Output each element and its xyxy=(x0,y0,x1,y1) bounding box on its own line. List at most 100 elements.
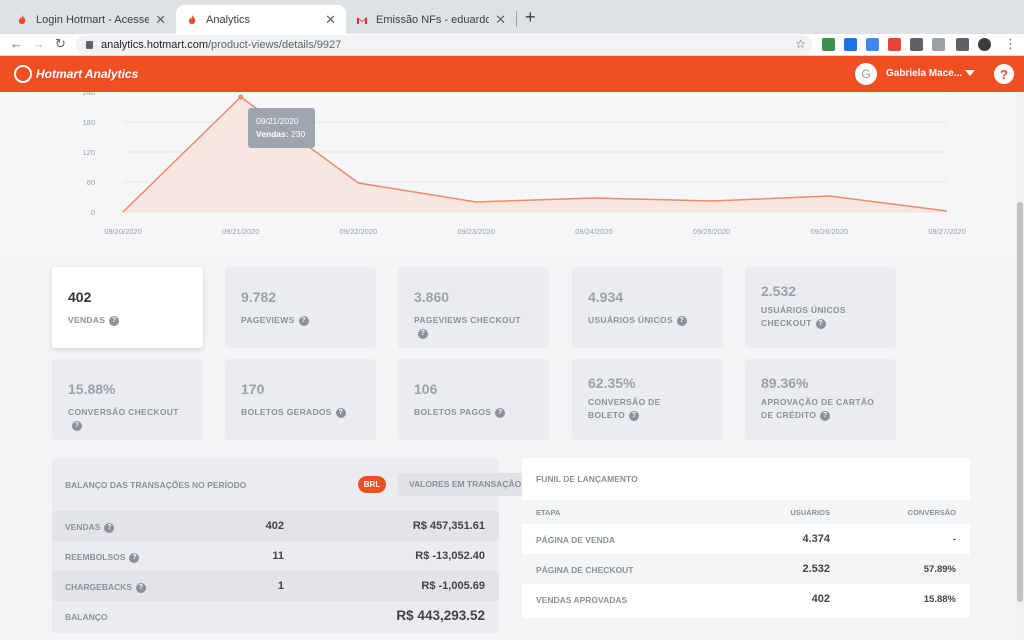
close-tab-icon[interactable]: ✕ xyxy=(325,11,336,27)
metric-card-usuarios-unicos-checkout[interactable]: 2.532 USUÁRIOS ÚNICOS CHECKOUT? xyxy=(745,267,896,348)
row-label: VENDAS xyxy=(65,522,101,532)
browser-menu-icon[interactable]: ⋮ xyxy=(1004,36,1017,51)
tooltip-value: 230 xyxy=(290,129,306,139)
metric-label: VENDAS xyxy=(68,315,106,325)
metric-label: USUÁRIOS ÚNICOS xyxy=(588,315,673,325)
metric-card-usuarios-unicos[interactable]: 4.934 USUÁRIOS ÚNICOS? xyxy=(572,267,723,348)
metric-value: 9.782 xyxy=(241,289,277,305)
metric-card-pageviews[interactable]: 9.782 PAGEVIEWS? xyxy=(225,267,376,348)
metric-card-conversao-checkout[interactable]: 15.88% CONVERSÃO CHECKOUT? xyxy=(52,359,203,440)
metric-label: CONVERSÃO CHECKOUT xyxy=(68,407,179,417)
metric-card-vendas[interactable]: 402 VENDAS? xyxy=(52,267,203,348)
chevron-down-icon[interactable] xyxy=(965,70,975,76)
metric-value: 89.36% xyxy=(761,375,809,391)
y-tick-label: 180 xyxy=(82,118,95,127)
help-circle-icon[interactable]: ? xyxy=(104,522,115,533)
x-tick-label: 09/27/2020 xyxy=(928,227,966,236)
extension-icon[interactable] xyxy=(866,38,879,51)
help-circle-icon[interactable]: ? xyxy=(629,410,640,421)
tab-separator xyxy=(516,11,517,27)
metric-label: BOLETOS GERADOS xyxy=(241,407,332,417)
data-point xyxy=(238,94,244,100)
funnel-row: PÁGINA DE CHECKOUT 2.532 57.89% xyxy=(522,554,970,584)
metric-card-aprovacao-cartao[interactable]: 89.36% APROVAÇÃO DE CARTÃO DE CRÉDITO? xyxy=(745,359,896,440)
help-circle-icon[interactable]: ? xyxy=(129,552,140,563)
extension-icon[interactable] xyxy=(932,38,945,51)
app-logo-text[interactable]: Hotmart Analytics xyxy=(36,67,139,81)
chart-tooltip: 09/21/2020 Vendas: 230 xyxy=(248,108,315,148)
help-circle-icon[interactable]: ? xyxy=(820,410,831,421)
stage-users: 402 xyxy=(811,593,830,605)
header-stage: ETAPA xyxy=(536,508,561,517)
row-amount: R$ 457,351.61 xyxy=(412,520,485,532)
puzzle-icon[interactable] xyxy=(956,38,969,51)
row-label: CHARGEBACKS xyxy=(65,582,133,592)
address-bar[interactable]: analytics.hotmart.com/product-views/deta… xyxy=(76,35,812,55)
url-path: /product-views/details/9927 xyxy=(207,39,342,51)
help-circle-icon[interactable]: ? xyxy=(298,315,309,326)
help-circle-icon[interactable]: ? xyxy=(136,582,147,593)
bookmark-star-icon[interactable]: ☆ xyxy=(795,37,806,51)
help-circle-icon[interactable]: ? xyxy=(815,318,826,329)
y-tick-label: 120 xyxy=(82,148,95,157)
metric-card-boletos-pagos[interactable]: 106 BOLETOS PAGOS? xyxy=(398,359,549,440)
stage-users: 4.374 xyxy=(802,533,830,545)
help-circle-icon[interactable]: ? xyxy=(335,407,346,418)
funnel-row: PÁGINA DE VENDA 4.374 - xyxy=(522,524,970,554)
row-amount: R$ -1,005.69 xyxy=(421,580,485,592)
extension-icon[interactable] xyxy=(844,38,857,51)
close-tab-icon[interactable]: ✕ xyxy=(155,11,166,27)
page-scrollbar[interactable] xyxy=(1016,92,1024,640)
metric-label: BOLETOS PAGOS xyxy=(414,407,492,417)
url-host: analytics.hotmart.com xyxy=(101,39,208,51)
tab-login-hotmart[interactable]: Login Hotmart - Acesse sua co ✕ xyxy=(6,5,176,34)
hotmart-flame-icon xyxy=(18,14,26,24)
help-circle-icon[interactable]: ? xyxy=(418,328,428,339)
header-conversion: CONVERSÃO xyxy=(907,508,956,517)
row-count: 11 xyxy=(272,550,284,562)
balance-title: BALANÇO DAS TRANSAÇÕES NO PERÍODO xyxy=(65,480,247,490)
new-tab-icon[interactable]: + xyxy=(525,7,536,27)
help-circle-icon[interactable]: ? xyxy=(109,315,120,326)
metric-label: PAGEVIEWS xyxy=(241,315,295,325)
lock-icon xyxy=(86,41,93,49)
row-count: 1 xyxy=(277,580,284,592)
forward-icon[interactable]: → xyxy=(32,36,45,51)
sales-area-chart[interactable]: 0 60 120 180 240 09/20/2020 09/21/2020 09/22/20… xyxy=(0,92,1016,254)
funnel-title: FUNIL DE LANÇAMENTO xyxy=(536,474,638,484)
help-icon[interactable]: ? xyxy=(994,64,1014,84)
launch-funnel-panel: FUNIL DE LANÇAMENTO ETAPA USUÁRIOS CONVE… xyxy=(522,458,970,618)
extension-icon[interactable] xyxy=(888,38,901,51)
close-tab-icon[interactable]: ✕ xyxy=(495,11,506,27)
hotmart-logo-icon xyxy=(14,65,32,83)
balance-row-total: BALANÇO R$ 443,293.52 xyxy=(52,601,499,631)
metric-card-pageviews-checkout[interactable]: 3.860 PAGEVIEWS CHECKOUT? xyxy=(398,267,549,348)
metric-value: 106 xyxy=(414,381,438,397)
extension-icon[interactable] xyxy=(910,38,923,51)
metric-value: 4.934 xyxy=(588,289,624,305)
help-circle-icon[interactable]: ? xyxy=(72,420,82,431)
profile-avatar-icon[interactable] xyxy=(978,38,991,51)
scrollbar-thumb[interactable] xyxy=(1017,202,1023,602)
metric-value: 170 xyxy=(241,381,265,397)
currency-badge[interactable]: BRL xyxy=(358,476,386,493)
help-circle-icon[interactable]: ? xyxy=(676,315,687,326)
extension-icon[interactable] xyxy=(822,38,835,51)
back-icon[interactable]: ← xyxy=(10,36,23,51)
tab-analytics[interactable]: Analytics ✕ xyxy=(176,5,346,34)
help-circle-icon[interactable]: ? xyxy=(495,407,506,418)
reload-icon[interactable]: ↻ xyxy=(55,36,66,51)
values-type-select[interactable]: VALORES EM TRANSAÇÃO ▼ xyxy=(398,473,536,496)
stage-conversion: 57.89% xyxy=(923,564,956,575)
row-label: REEMBOLSOS xyxy=(65,552,126,562)
tab-emissao-nfs[interactable]: Emissão NFs - eduardo@agen ✕ xyxy=(346,5,516,34)
browser-tab-strip: Login Hotmart - Acesse sua co ✕ Analytic… xyxy=(0,0,1024,34)
x-tick-label: 09/22/2020 xyxy=(340,227,378,236)
user-avatar[interactable]: G xyxy=(855,63,877,85)
metric-card-boletos-gerados[interactable]: 170 BOLETOS GERADOS? xyxy=(225,359,376,440)
metric-card-conversao-boleto[interactable]: 62.35% CONVERSÃO DE BOLETO? xyxy=(572,359,723,440)
metric-value: 3.860 xyxy=(414,289,450,305)
funnel-table-header: ETAPA USUÁRIOS CONVERSÃO xyxy=(522,500,970,524)
metric-value: 402 xyxy=(68,289,92,305)
user-name[interactable]: Gabriela Mace... xyxy=(886,68,963,79)
